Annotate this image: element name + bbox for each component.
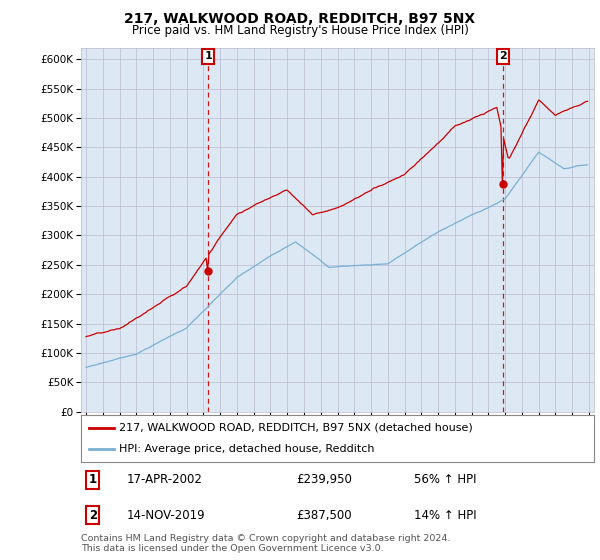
Text: 217, WALKWOOD ROAD, REDDITCH, B97 5NX: 217, WALKWOOD ROAD, REDDITCH, B97 5NX [124,12,476,26]
Text: HPI: Average price, detached house, Redditch: HPI: Average price, detached house, Redd… [119,444,375,454]
Text: 2: 2 [89,508,97,521]
Text: 14-NOV-2019: 14-NOV-2019 [127,508,206,521]
Text: 2: 2 [499,52,507,62]
Text: £239,950: £239,950 [296,473,352,487]
Text: 56% ↑ HPI: 56% ↑ HPI [415,473,477,487]
Text: Price paid vs. HM Land Registry's House Price Index (HPI): Price paid vs. HM Land Registry's House … [131,24,469,36]
Text: £387,500: £387,500 [296,508,352,521]
Text: 17-APR-2002: 17-APR-2002 [127,473,203,487]
Text: 1: 1 [89,473,97,487]
Text: 217, WALKWOOD ROAD, REDDITCH, B97 5NX (detached house): 217, WALKWOOD ROAD, REDDITCH, B97 5NX (d… [119,423,473,433]
Text: 14% ↑ HPI: 14% ↑ HPI [415,508,477,521]
Text: Contains HM Land Registry data © Crown copyright and database right 2024.
This d: Contains HM Land Registry data © Crown c… [81,534,451,553]
Text: 1: 1 [205,52,212,62]
